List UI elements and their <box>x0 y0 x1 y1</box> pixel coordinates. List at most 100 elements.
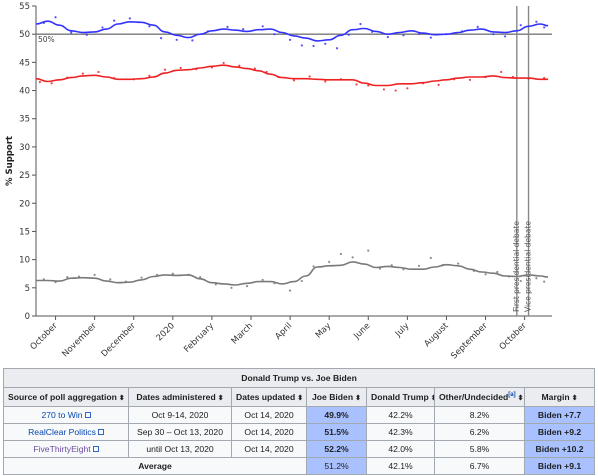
table-row: FiveThirtyEight until Oct 13, 2020 Oct 1… <box>3 440 596 458</box>
data-point <box>519 24 522 27</box>
biden-cell: 51.5% <box>306 423 367 441</box>
column-header-dates-updated[interactable]: Dates updated ⬍ <box>231 387 307 407</box>
biden-cell: 49.9% <box>306 406 367 424</box>
event-label: Vice presidential debate <box>524 221 533 312</box>
data-point <box>300 44 303 47</box>
y-tick-label: 15 <box>19 227 30 237</box>
data-point <box>359 22 362 26</box>
trump-cell: 42.2% <box>366 406 435 424</box>
source-link[interactable]: FiveThirtyEight <box>33 444 91 454</box>
source-link[interactable]: 270 to Win <box>41 410 83 420</box>
column-header-dates-administered[interactable]: Dates administered ⬍ <box>128 387 232 407</box>
column-header-label: Other/Undecided <box>439 392 509 402</box>
data-point <box>261 25 264 28</box>
sort-icon[interactable]: ⬍ <box>297 395 304 402</box>
data-point <box>429 256 432 260</box>
x-tick-label: August <box>422 321 451 350</box>
event-label: First presidential debate <box>512 221 521 312</box>
y-tick-label: 35 <box>19 115 30 125</box>
data-point <box>503 35 507 38</box>
source-link[interactable]: RealClear Politics <box>28 427 96 437</box>
y-tick-label: 45 <box>19 58 30 68</box>
other-cell: 8.2% <box>434 406 525 424</box>
data-point <box>394 89 397 92</box>
y-tick-label: 5 <box>25 284 30 294</box>
y-tick-label: 20 <box>19 199 30 209</box>
margin-cell: Biden +9.2 <box>523 423 596 441</box>
table-caption: Donald Trump vs. Joe Biden <box>2 368 596 388</box>
column-header-source[interactable]: Source of poll aggregation ⬍ <box>3 387 129 407</box>
column-header-label: Margin <box>541 392 570 402</box>
data-point <box>535 277 538 280</box>
data-point <box>543 26 546 29</box>
column-header-margin[interactable]: Margin ⬍ <box>523 387 596 407</box>
footnote-link[interactable]: [a] <box>508 392 516 399</box>
series-line <box>35 20 549 42</box>
source-cell: 270 to Win <box>3 406 129 424</box>
other-cell: 5.8% <box>434 440 525 458</box>
table-row: 270 to Win Oct 9-14, 2020 Oct 14, 2020 4… <box>3 406 596 424</box>
data-point <box>38 80 42 84</box>
data-point <box>468 78 472 81</box>
sort-icon[interactable]: ⬍ <box>431 395 434 402</box>
y-axis-label: % Support <box>5 136 15 186</box>
sort-icon[interactable]: ⬍ <box>355 395 361 402</box>
sort-icon[interactable]: ⬍ <box>118 395 125 402</box>
data-point <box>382 88 386 91</box>
data-point <box>386 35 389 39</box>
data-point <box>199 276 202 279</box>
data-point <box>484 273 487 276</box>
column-header-trump[interactable]: Donald Trump⬍ <box>366 387 435 407</box>
source-cell: RealClear Politics <box>3 423 129 441</box>
average-biden-cell: 51.2% <box>306 457 367 475</box>
sort-icon[interactable]: ⬍ <box>517 395 524 402</box>
data-point <box>288 289 292 292</box>
average-row: Average 51.2% 42.1% 6.7% Biden +9.1 <box>3 457 596 475</box>
dates-administered-cell: Sep 30 – Oct 13, 2020 <box>128 423 232 441</box>
data-point <box>496 270 499 274</box>
column-header-biden[interactable]: Joe Biden ⬍ <box>306 387 367 407</box>
sort-icon[interactable]: ⬍ <box>571 395 578 402</box>
data-point <box>355 83 358 86</box>
data-point <box>351 256 354 259</box>
data-point <box>339 252 343 256</box>
other-cell: 6.2% <box>434 423 525 441</box>
data-point <box>300 279 303 283</box>
data-point <box>54 16 57 19</box>
column-header-other[interactable]: Other/Undecided[a] ⬍ <box>434 387 525 407</box>
data-point <box>214 283 217 286</box>
x-tick-label: October <box>498 321 529 352</box>
y-tick-label: 30 <box>19 143 30 153</box>
data-point <box>245 285 249 288</box>
table-caption-row: Donald Trump vs. Joe Biden <box>2 368 596 388</box>
data-point <box>109 278 112 281</box>
sort-icon[interactable]: ⬍ <box>217 395 224 402</box>
column-header-label: Dates administered <box>136 392 216 402</box>
data-point <box>437 83 440 87</box>
data-point <box>238 64 241 67</box>
dates-administered-cell: until Oct 13, 2020 <box>128 440 232 458</box>
data-point <box>519 279 522 283</box>
y-tick-label: 10 <box>19 256 30 266</box>
data-point <box>140 276 143 279</box>
data-point <box>308 75 311 78</box>
data-point <box>171 272 174 275</box>
data-point <box>324 42 327 45</box>
data-point <box>253 67 257 70</box>
data-point <box>191 39 194 42</box>
external-link-icon <box>84 412 91 418</box>
x-tick-label: February <box>182 321 216 355</box>
data-point <box>347 33 350 36</box>
data-point <box>429 36 432 39</box>
data-point <box>288 38 292 41</box>
y-tick-label: 50 <box>19 30 30 40</box>
x-tick-label: 2020 <box>155 321 177 343</box>
data-point <box>367 84 370 87</box>
data-point <box>292 79 296 82</box>
data-point <box>179 66 182 70</box>
data-point <box>324 80 327 83</box>
data-point <box>500 70 503 74</box>
average-trump-cell: 42.1% <box>366 457 435 475</box>
x-tick-label: November <box>60 321 99 360</box>
